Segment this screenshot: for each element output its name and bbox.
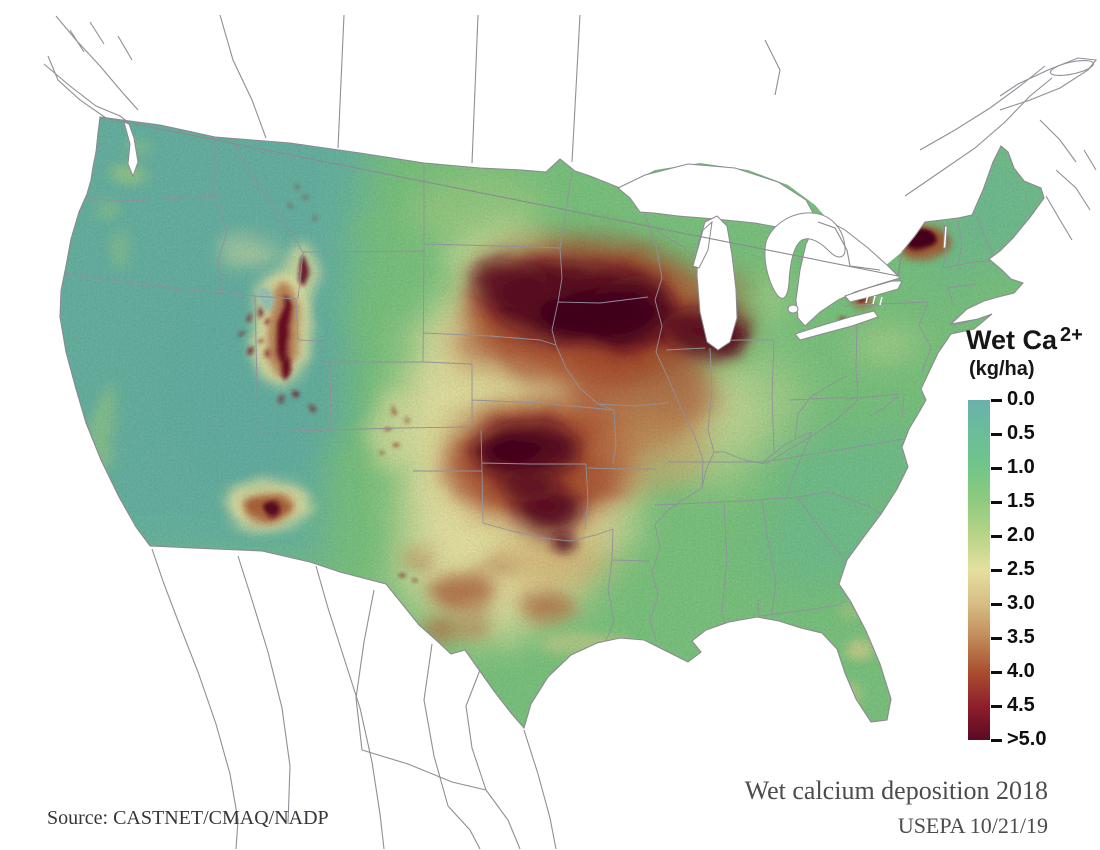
tick-label: 4.5 [1007, 694, 1035, 716]
tick-label: >5.0 [1007, 728, 1047, 750]
tick-dash [991, 432, 1002, 436]
tick-dash [991, 670, 1002, 674]
tick-dash [991, 500, 1002, 504]
tick-label: 2.5 [1007, 558, 1035, 580]
canada-outline [43, 14, 1098, 241]
tick-label: 0.0 [1007, 388, 1035, 410]
legend-title-superscript: 2+ [1060, 324, 1083, 346]
us-outline [59, 116, 1045, 730]
lake-huron [764, 212, 846, 299]
state-boundaries [60, 137, 997, 642]
green-bay [692, 220, 713, 269]
tick-label: 1.0 [1007, 456, 1035, 478]
lake-ontario [844, 280, 903, 303]
tick-dash [991, 466, 1002, 470]
lake-champlain [942, 225, 948, 249]
tick-label: 4.0 [1007, 660, 1035, 682]
lake-st-clair [787, 304, 799, 314]
legend-title-text: Wet Ca [966, 325, 1058, 355]
tick-label: 0.5 [1007, 422, 1035, 444]
tick-dash [991, 636, 1002, 640]
tick-dash [991, 534, 1002, 538]
tick-label: 3.5 [1007, 626, 1035, 648]
legend-units: (kg/ha) [969, 358, 1035, 380]
finger-lakes [865, 294, 883, 306]
great-lakes [123, 121, 948, 351]
tick-label: 2.0 [1007, 524, 1035, 546]
colorbar [968, 400, 990, 740]
mexico-outline [151, 548, 557, 850]
tick-dash [991, 398, 1002, 402]
tick-dash [991, 602, 1002, 606]
tick-label: 3.0 [1007, 592, 1035, 614]
lake-erie [794, 310, 879, 341]
legend-title: Wet Ca 2+ [966, 324, 1083, 356]
tick-dash [991, 738, 1002, 742]
tick-label: 1.5 [1007, 490, 1035, 512]
map-caption: Wet calcium deposition 2018 [744, 776, 1048, 805]
puget-sound [123, 121, 139, 178]
agency-date: USEPA 10/21/19 [897, 813, 1048, 838]
tick-dash [991, 568, 1002, 572]
data-source: Source: CASTNET/CMAQ/NADP [47, 807, 329, 829]
tick-dash [991, 704, 1002, 708]
colorbar-ticks: 0.0 0.5 1.0 1.5 2.0 2.5 3.0 3.5 4.0 4.5 >5.0 [991, 388, 1071, 750]
